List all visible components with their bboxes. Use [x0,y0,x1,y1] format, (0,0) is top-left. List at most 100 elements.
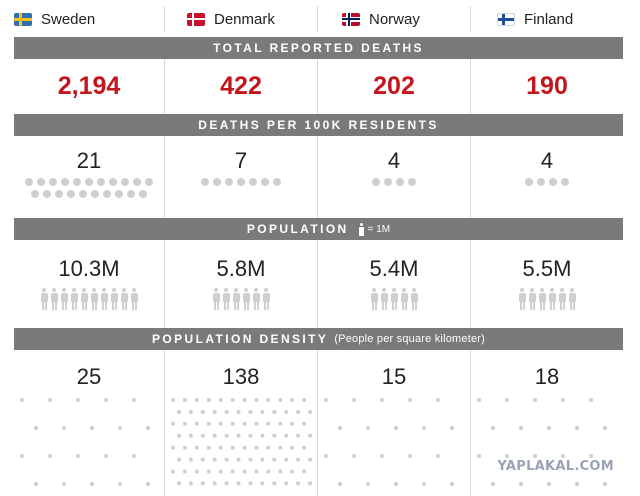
density-dot [290,421,295,426]
section-header-population: POPULATION = 1M [14,218,623,240]
section-subtitle: (People per square kilometer) [334,333,486,345]
density-dot [146,426,150,430]
density-dot [224,457,229,462]
density-dot [380,398,384,402]
section-title: DEATHS PER 100K RESIDENTS [198,118,439,132]
person-icon [242,288,250,310]
section-header-deaths-per-100k: DEATHS PER 100K RESIDENTS [14,114,623,136]
density-dot [408,454,412,458]
section-header-total-deaths: TOTAL REPORTED DEATHS [14,37,623,59]
density-dot [308,433,313,438]
density-dot [366,482,370,486]
density-dot [224,481,229,486]
country-norway: Norway [317,6,470,32]
deaths-value-norway: 202 [373,72,415,100]
density-dot [104,454,108,458]
death-dot [384,178,392,186]
density-dot [48,454,52,458]
per100k-value-norway: 4 [387,148,401,173]
death-dot [201,178,209,186]
country-label: Finland [524,10,574,28]
density-dot [62,426,66,430]
density-dot [477,454,481,458]
density-dot [206,421,211,426]
density-dot [182,469,187,474]
population-value-finland: 5.5M [522,256,572,281]
density-dot [248,409,253,414]
density-dot [230,421,235,426]
density-dot [182,445,187,450]
density-dot-grid [318,394,470,490]
density-dot [242,445,247,450]
density-dot [533,398,537,402]
density-dot [547,482,551,486]
death-dot [139,190,147,198]
density-dot [236,457,241,462]
death-dot [372,178,380,186]
person-icon [120,288,128,310]
density-dot [194,421,199,426]
density-dot [188,409,193,414]
density-dot [266,421,271,426]
person-icon [568,288,576,310]
person-icon [390,288,398,310]
density-dot [188,433,193,438]
density-dot [200,481,205,486]
death-dot [103,190,111,198]
density-dot-grid [471,394,623,490]
density-dot [200,409,205,414]
section-title: POPULATION DENSITY [151,332,329,346]
density-dot [284,457,289,462]
density-dot [20,398,24,402]
death-dot [145,178,153,186]
country-finland: Finland [470,6,623,32]
density-dot [296,457,301,462]
density-dot [547,426,551,430]
density-dot [254,445,259,450]
density-dot [212,433,217,438]
person-icon [212,288,220,310]
density-dot [575,482,579,486]
death-dot [396,178,404,186]
density-dot [188,481,193,486]
density-dot [422,482,426,486]
person-icon [222,288,230,310]
density-dot [206,445,211,450]
person-pictogram [318,288,470,310]
person-icon [40,288,48,310]
density-dot [242,398,247,402]
density-value-sweden: 25 [76,364,102,389]
density-dot [224,433,229,438]
deaths-per-100k-row: 21 7 4 4 [14,136,623,218]
density-dot [62,482,66,486]
density-dot [194,445,199,450]
density-dot [76,398,80,402]
density-dot [118,426,122,430]
norway-flag-icon [342,12,360,26]
density-dot [132,398,136,402]
person-icon [410,288,418,310]
death-dot [97,178,105,186]
person-icon [528,288,536,310]
death-dot [525,178,533,186]
density-dot [254,421,259,426]
person-icon [130,288,138,310]
deaths-value-finland: 190 [526,72,568,100]
density-dot [302,445,307,450]
population-value-denmark: 5.8M [216,256,266,281]
density-dot [132,454,136,458]
density-dot [260,409,265,414]
density-dot [408,398,412,402]
death-dot [109,178,117,186]
death-dot [73,178,81,186]
density-dot [177,433,181,438]
person-icon [110,288,118,310]
death-dot [61,178,69,186]
death-dot [213,178,221,186]
density-dot [194,398,199,402]
density-dot [338,482,342,486]
person-icon [370,288,378,310]
density-dot [266,469,271,474]
density-dot [603,482,607,486]
density-dot [278,398,283,402]
